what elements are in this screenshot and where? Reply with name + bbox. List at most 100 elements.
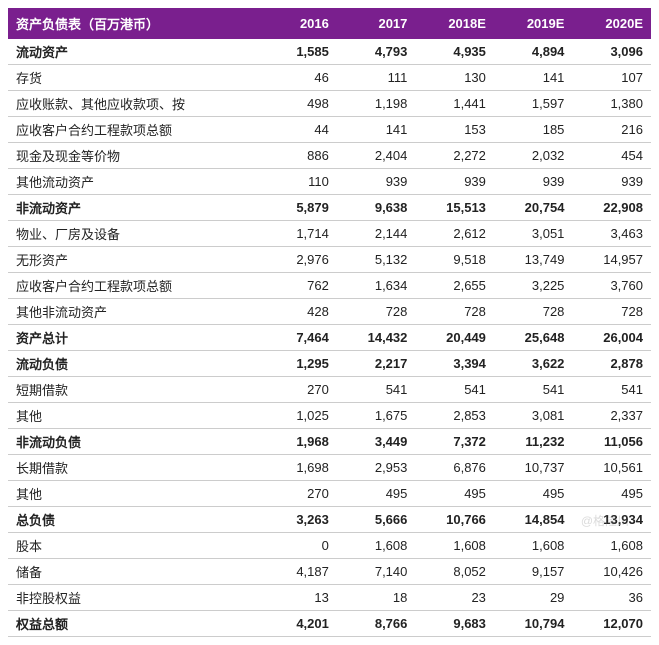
row-value: 939: [572, 169, 651, 195]
table-row: 应收客户合约工程款项总额7621,6342,6553,2253,760: [8, 273, 651, 299]
row-value: 11,232: [494, 429, 573, 455]
row-value: 10,561: [572, 455, 651, 481]
row-value: 541: [415, 377, 494, 403]
row-value: 141: [337, 117, 416, 143]
table-row: 总负债3,2635,66610,76614,85413,934: [8, 507, 651, 533]
table-row: 股本01,6081,6081,6081,608: [8, 533, 651, 559]
row-value: 2,853: [415, 403, 494, 429]
row-value: 1,634: [337, 273, 416, 299]
table-header: 资产负债表（百万港币）201620172018E2019E2020E: [8, 8, 651, 39]
row-value: 36: [572, 585, 651, 611]
row-value: 454: [572, 143, 651, 169]
row-value: 3,760: [572, 273, 651, 299]
row-value: 130: [415, 65, 494, 91]
row-value: 495: [572, 481, 651, 507]
table-row: 应收客户合约工程款项总额44141153185216: [8, 117, 651, 143]
row-value: 14,957: [572, 247, 651, 273]
row-label: 非流动负债: [8, 429, 269, 455]
row-value: 495: [337, 481, 416, 507]
row-value: 5,132: [337, 247, 416, 273]
row-value: 2,217: [337, 351, 416, 377]
row-value: 6,876: [415, 455, 494, 481]
row-label: 流动资产: [8, 39, 269, 65]
row-value: 10,737: [494, 455, 573, 481]
row-value: 939: [415, 169, 494, 195]
table-row: 应收账款、其他应收款项、按4981,1981,4411,5971,380: [8, 91, 651, 117]
row-label: 其他非流动资产: [8, 299, 269, 325]
row-value: 3,394: [415, 351, 494, 377]
row-label: 资产总计: [8, 325, 269, 351]
row-value: 110: [269, 169, 337, 195]
table-row: 长期借款1,6982,9536,87610,73710,561: [8, 455, 651, 481]
row-value: 1,608: [337, 533, 416, 559]
col-year: 2018E: [415, 8, 494, 39]
row-value: 8,766: [337, 611, 416, 637]
row-value: 2,655: [415, 273, 494, 299]
row-label: 现金及现金等价物: [8, 143, 269, 169]
row-value: 9,518: [415, 247, 494, 273]
row-value: 2,953: [337, 455, 416, 481]
row-value: 13: [269, 585, 337, 611]
row-value: 3,051: [494, 221, 573, 247]
row-value: 270: [269, 481, 337, 507]
row-value: 3,263: [269, 507, 337, 533]
row-label: 储备: [8, 559, 269, 585]
table-row: 其他非流动资产428728728728728: [8, 299, 651, 325]
row-value: 5,666: [337, 507, 416, 533]
row-value: 2,144: [337, 221, 416, 247]
row-value: 20,449: [415, 325, 494, 351]
row-value: 11,056: [572, 429, 651, 455]
row-value: 3,225: [494, 273, 573, 299]
row-value: 541: [494, 377, 573, 403]
table-row: 非流动资产5,8799,63815,51320,75422,908: [8, 195, 651, 221]
row-value: 13,749: [494, 247, 573, 273]
row-value: 0: [269, 533, 337, 559]
row-value: 14,854: [494, 507, 573, 533]
row-label: 应收客户合约工程款项总额: [8, 117, 269, 143]
row-label: 物业、厂房及设备: [8, 221, 269, 247]
table-row: 短期借款270541541541541: [8, 377, 651, 403]
row-value: 111: [337, 65, 416, 91]
row-value: 216: [572, 117, 651, 143]
row-value: 4,935: [415, 39, 494, 65]
row-label: 股本: [8, 533, 269, 559]
col-year: 2017: [337, 8, 416, 39]
row-value: 762: [269, 273, 337, 299]
col-year: 2020E: [572, 8, 651, 39]
row-value: 3,463: [572, 221, 651, 247]
row-label: 其他流动资产: [8, 169, 269, 195]
row-label: 其他: [8, 403, 269, 429]
row-value: 1,608: [415, 533, 494, 559]
table-row: 其他流动资产110939939939939: [8, 169, 651, 195]
row-value: 4,201: [269, 611, 337, 637]
row-value: 10,766: [415, 507, 494, 533]
row-value: 2,612: [415, 221, 494, 247]
row-label: 应收账款、其他应收款项、按: [8, 91, 269, 117]
table-body: 流动资产1,5854,7934,9354,8943,096存货461111301…: [8, 39, 651, 637]
row-value: 2,878: [572, 351, 651, 377]
row-value: 3,449: [337, 429, 416, 455]
col-label: 资产负债表（百万港币）: [8, 8, 269, 39]
row-value: 23: [415, 585, 494, 611]
row-label: 存货: [8, 65, 269, 91]
row-value: 1,198: [337, 91, 416, 117]
row-value: 107: [572, 65, 651, 91]
col-year: 2016: [269, 8, 337, 39]
row-value: 5,879: [269, 195, 337, 221]
table-row: 非流动负债1,9683,4497,37211,23211,056: [8, 429, 651, 455]
row-value: 498: [269, 91, 337, 117]
balance-sheet-table: 资产负债表（百万港币）201620172018E2019E2020E 流动资产 1…: [8, 8, 651, 637]
row-value: 10,426: [572, 559, 651, 585]
row-value: 728: [494, 299, 573, 325]
row-value: 2,404: [337, 143, 416, 169]
row-value: 541: [337, 377, 416, 403]
table-row: 流动负债1,2952,2173,3943,6222,878: [8, 351, 651, 377]
row-value: 728: [415, 299, 494, 325]
table-row: 非控股权益1318232936: [8, 585, 651, 611]
row-value: 7,464: [269, 325, 337, 351]
row-value: 7,140: [337, 559, 416, 585]
row-value: 8,052: [415, 559, 494, 585]
row-value: 26,004: [572, 325, 651, 351]
row-value: 12,070: [572, 611, 651, 637]
row-value: 4,894: [494, 39, 573, 65]
